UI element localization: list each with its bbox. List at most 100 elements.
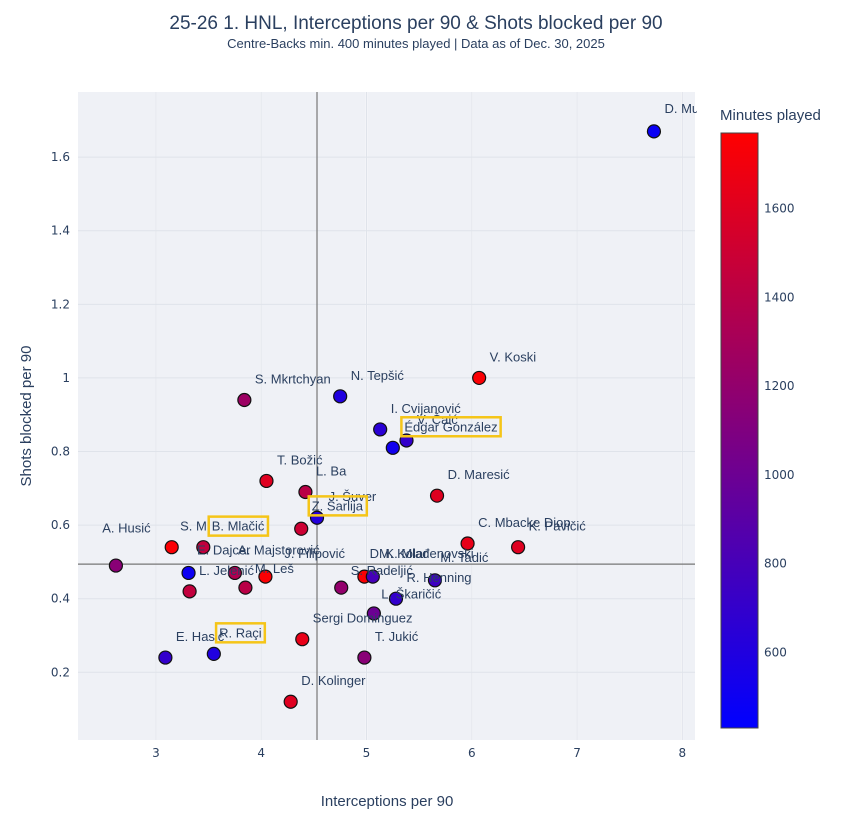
data-point xyxy=(181,565,196,581)
data-point xyxy=(206,646,221,661)
point-label: L. Jelenić xyxy=(199,563,254,578)
y-axis-ticks: 0.2 0.4 0.6 0.8 1 1.2 1.4 1.6 xyxy=(51,150,70,679)
data-point xyxy=(373,422,388,437)
point-label: T. Jukić xyxy=(375,629,419,644)
point-label: M. Leš xyxy=(255,561,295,576)
mean-reference-lines xyxy=(78,92,695,740)
point-label: S. Radeljić xyxy=(351,563,414,578)
data-point xyxy=(472,370,487,386)
point-label: R. Raçi xyxy=(219,625,262,640)
x-tick-label: 3 xyxy=(152,746,160,760)
point-label: K. Mlađenovski xyxy=(385,546,473,561)
data-point xyxy=(366,606,381,621)
point-label: Édgar González xyxy=(404,419,497,434)
data-point xyxy=(294,521,309,536)
data-point xyxy=(158,650,173,665)
point-label: D. Mu xyxy=(664,101,699,116)
point-label: C. Mbacke Diop xyxy=(478,515,570,530)
point-label: B. Mlačić xyxy=(212,519,265,534)
x-tick-label: 6 xyxy=(468,746,476,760)
data-point xyxy=(385,440,400,455)
chart-title: 25-26 1. HNL, Interceptions per 90 & Sho… xyxy=(169,13,662,34)
x-tick-label: 5 xyxy=(363,746,371,760)
y-tick-label: 1.6 xyxy=(51,150,70,164)
y-tick-label: 1.4 xyxy=(51,224,70,238)
point-label: M. Tadić xyxy=(440,550,489,565)
point-label: DM. Kolar xyxy=(370,546,428,561)
colorbar-tick-label: 1200 xyxy=(764,379,795,393)
colorbar-tick-label: 1600 xyxy=(764,201,795,215)
point-label: R. Henning xyxy=(407,570,472,585)
point-label: E. Dajcer xyxy=(197,543,251,558)
point-label: K. Pavičić xyxy=(529,519,587,534)
colorbar xyxy=(720,132,759,729)
data-point xyxy=(388,591,404,606)
x-axis-title: Interceptions per 90 xyxy=(321,793,454,810)
colorbar-tick-label: 800 xyxy=(764,557,787,571)
colorbar-title: Minutes played xyxy=(720,107,821,124)
point-label: V. Čaić xyxy=(417,412,458,427)
data-points xyxy=(108,124,662,709)
data-point xyxy=(427,573,443,588)
data-point xyxy=(646,124,662,139)
x-tick-label: 4 xyxy=(257,746,265,760)
point-label: V. Koski xyxy=(490,349,537,364)
data-point xyxy=(283,694,298,709)
data-point xyxy=(334,580,349,595)
highlight-box xyxy=(214,622,267,644)
point-label: I. Cvijanović xyxy=(391,401,462,416)
point-label: L. Ba xyxy=(316,463,347,478)
highlight-box xyxy=(400,416,502,438)
colorbar-tick-label: 1000 xyxy=(764,468,795,482)
data-point xyxy=(164,540,179,555)
point-label: S. Mkrtchyan xyxy=(255,371,331,386)
point-label: D. Maresić xyxy=(448,467,511,482)
y-tick-label: 0.6 xyxy=(51,518,70,532)
highlight-box xyxy=(307,495,369,517)
y-tick-label: 0.4 xyxy=(51,592,70,606)
plot-area xyxy=(78,92,695,740)
data-point xyxy=(108,558,124,573)
point-labels: D. Mu V. Koski S. Mkrtchyan N. Tepšić I. Cvi… xyxy=(102,101,699,688)
point-label: A. Majstorović xyxy=(238,543,320,558)
y-tick-label: 1.2 xyxy=(51,297,70,311)
data-point xyxy=(259,473,274,489)
gridlines xyxy=(78,92,695,740)
point-label: Sergi Dominguez xyxy=(313,611,413,626)
data-point xyxy=(460,536,475,551)
y-tick-label: 0.2 xyxy=(51,665,70,679)
data-point xyxy=(511,540,526,555)
y-tick-label: 0.8 xyxy=(51,445,70,459)
data-point xyxy=(237,392,252,408)
y-tick-label: 1 xyxy=(62,371,70,385)
x-axis-ticks: 3 4 5 6 7 8 xyxy=(152,746,686,760)
data-point xyxy=(357,650,372,665)
point-label: D. Kolinger xyxy=(301,673,366,688)
x-tick-label: 8 xyxy=(679,746,687,760)
data-point xyxy=(365,569,380,584)
chart-subtitle: Centre-Backs min. 400 minutes played | D… xyxy=(227,36,605,51)
point-label: E. Hasić xyxy=(176,629,225,644)
data-point xyxy=(258,569,273,584)
data-point xyxy=(196,540,211,555)
data-point xyxy=(238,580,253,595)
data-point xyxy=(227,565,242,581)
highlight-box xyxy=(207,515,270,537)
y-axis-title: Shots blocked per 90 xyxy=(18,346,35,487)
point-label: L. Škaričić xyxy=(381,587,441,602)
data-point xyxy=(182,584,197,599)
colorbar-tick-label: 1400 xyxy=(764,290,795,304)
colorbar-ticks: 600 800 1000 1200 1400 1600 xyxy=(764,201,795,659)
data-point xyxy=(429,488,445,503)
colorbar-tick-label: 600 xyxy=(764,646,787,660)
data-point xyxy=(295,632,310,647)
data-point xyxy=(333,389,348,404)
point-label: N. Tepšić xyxy=(351,368,405,383)
point-label: S. M xyxy=(180,519,207,534)
point-label: Z. Sarlija xyxy=(312,498,364,513)
point-label: T. Božić xyxy=(277,452,323,467)
x-tick-label: 7 xyxy=(573,746,581,760)
point-label: J. Filipović xyxy=(284,546,345,561)
point-label: A. Husić xyxy=(102,520,151,535)
